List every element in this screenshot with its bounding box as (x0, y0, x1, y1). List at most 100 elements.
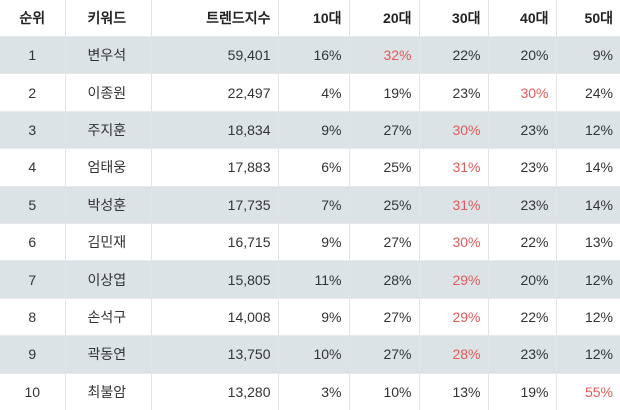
age-40s-cell: 23% (488, 148, 557, 187)
trend-index-cell: 13,280 (151, 372, 279, 410)
rank-cell: 1 (0, 35, 66, 74)
age-20s-cell: 32% (349, 35, 420, 74)
rank-cell: 8 (0, 297, 66, 336)
table-row: 4 엄태웅 17,883 6% 25% 31% 23% 14% (0, 148, 620, 187)
age-10s-cell: 11% (278, 260, 350, 299)
age-10s-cell: 6% (278, 148, 350, 187)
header-keyword: 키워드 (65, 0, 152, 37)
age-30s-cell: 28% (419, 335, 489, 374)
keyword-cell: 박성훈 (65, 185, 152, 224)
trend-index-cell: 13,750 (151, 335, 279, 374)
trend-index-cell: 14,008 (151, 297, 279, 336)
age-50s-cell: 12% (556, 297, 620, 336)
age-30s-cell: 22% (419, 35, 489, 74)
keyword-cell: 곽동연 (65, 335, 152, 374)
age-10s-cell: 16% (278, 35, 350, 74)
age-40s-cell: 20% (488, 35, 557, 74)
trend-index-cell: 22,497 (151, 73, 279, 112)
age-10s-cell: 7% (278, 185, 350, 224)
age-30s-cell: 13% (419, 372, 489, 410)
age-10s-cell: 4% (278, 73, 350, 112)
age-40s-cell: 23% (488, 185, 557, 224)
age-40s-cell: 20% (488, 260, 557, 299)
rank-cell: 4 (0, 148, 66, 187)
keyword-cell: 이상엽 (65, 260, 152, 299)
table-row: 3 주지훈 18,834 9% 27% 30% 23% 12% (0, 110, 620, 149)
header-40s: 40대 (488, 0, 557, 37)
keyword-cell: 최불암 (65, 372, 152, 410)
table-row: 10 최불암 13,280 3% 10% 13% 19% 55% (0, 372, 620, 410)
age-30s-cell: 29% (419, 260, 489, 299)
trend-index-cell: 17,883 (151, 148, 279, 187)
age-10s-cell: 9% (278, 222, 350, 261)
age-50s-cell: 9% (556, 35, 620, 74)
age-20s-cell: 27% (349, 335, 420, 374)
age-40s-cell: 19% (488, 372, 557, 410)
rank-cell: 7 (0, 260, 66, 299)
table-row: 9 곽동연 13,750 10% 27% 28% 23% 12% (0, 335, 620, 374)
keyword-cell: 김민재 (65, 222, 152, 261)
age-50s-cell: 12% (556, 335, 620, 374)
age-40s-cell: 23% (488, 110, 557, 149)
trend-index-cell: 16,715 (151, 222, 279, 261)
age-50s-cell: 14% (556, 185, 620, 224)
age-50s-cell: 14% (556, 148, 620, 187)
age-20s-cell: 25% (349, 185, 420, 224)
age-30s-cell: 31% (419, 185, 489, 224)
age-50s-cell: 55% (556, 372, 620, 410)
table-row: 1 변우석 59,401 16% 32% 22% 20% 9% (0, 35, 620, 74)
age-50s-cell: 24% (556, 73, 620, 112)
age-40s-cell: 23% (488, 335, 557, 374)
keyword-cell: 엄태웅 (65, 148, 152, 187)
age-40s-cell: 22% (488, 222, 557, 261)
table-row: 2 이종원 22,497 4% 19% 23% 30% 24% (0, 73, 620, 112)
header-50s: 50대 (584, 10, 613, 26)
rank-cell: 5 (0, 185, 66, 224)
header-10s: 10대 (278, 0, 350, 37)
header-row: 순위 키워드 트렌드지수 10대 20대 30대 40대 50대 (0, 0, 620, 37)
keyword-cell: 손석구 (65, 297, 152, 336)
age-20s-cell: 19% (349, 73, 420, 112)
age-10s-cell: 9% (278, 110, 350, 149)
age-50s-cell: 13% (556, 222, 620, 261)
age-20s-cell: 25% (349, 148, 420, 187)
header-trend-index: 트렌드지수 (151, 0, 279, 37)
trend-index-cell: 17,735 (151, 185, 279, 224)
age-20s-cell: 10% (349, 372, 420, 410)
age-40s-cell: 30% (488, 73, 557, 112)
rank-cell: 10 (0, 372, 66, 410)
age-20s-cell: 27% (349, 297, 420, 336)
trend-index-cell: 18,834 (151, 110, 279, 149)
rank-cell: 3 (0, 110, 66, 149)
age-20s-cell: 28% (349, 260, 420, 299)
age-30s-cell: 29% (419, 297, 489, 336)
header-20s: 20대 (349, 0, 420, 37)
age-10s-cell: 3% (278, 372, 350, 410)
age-30s-cell: 30% (419, 222, 489, 261)
keyword-cell: 주지훈 (65, 110, 152, 149)
age-20s-cell: 27% (349, 110, 420, 149)
age-30s-cell: 31% (419, 148, 489, 187)
keyword-cell: 이종원 (65, 73, 152, 112)
table-row: 6 김민재 16,715 9% 27% 30% 22% 13% (0, 222, 620, 261)
header-30s: 30대 (419, 0, 489, 37)
rank-cell: 6 (0, 222, 66, 261)
age-10s-cell: 9% (278, 297, 350, 336)
age-20s-cell: 27% (349, 222, 420, 261)
rank-cell: 9 (0, 335, 66, 374)
age-30s-cell: 23% (419, 73, 489, 112)
table-row: 5 박성훈 17,735 7% 25% 31% 23% 14% (0, 185, 620, 224)
trend-index-cell: 15,805 (151, 260, 279, 299)
table-row: 8 손석구 14,008 9% 27% 29% 22% 12% (0, 297, 620, 336)
header-rank: 순위 (0, 0, 66, 37)
age-10s-cell: 10% (278, 335, 350, 374)
age-50s-cell: 12% (556, 110, 620, 149)
age-40s-cell: 22% (488, 297, 557, 336)
trend-index-cell: 59,401 (151, 35, 279, 74)
age-30s-cell: 30% (419, 110, 489, 149)
keyword-cell: 변우석 (65, 35, 152, 74)
age-50s-cell: 12% (556, 260, 620, 299)
rank-cell: 2 (0, 73, 66, 112)
table-row: 7 이상엽 15,805 11% 28% 29% 20% 12% (0, 260, 620, 299)
